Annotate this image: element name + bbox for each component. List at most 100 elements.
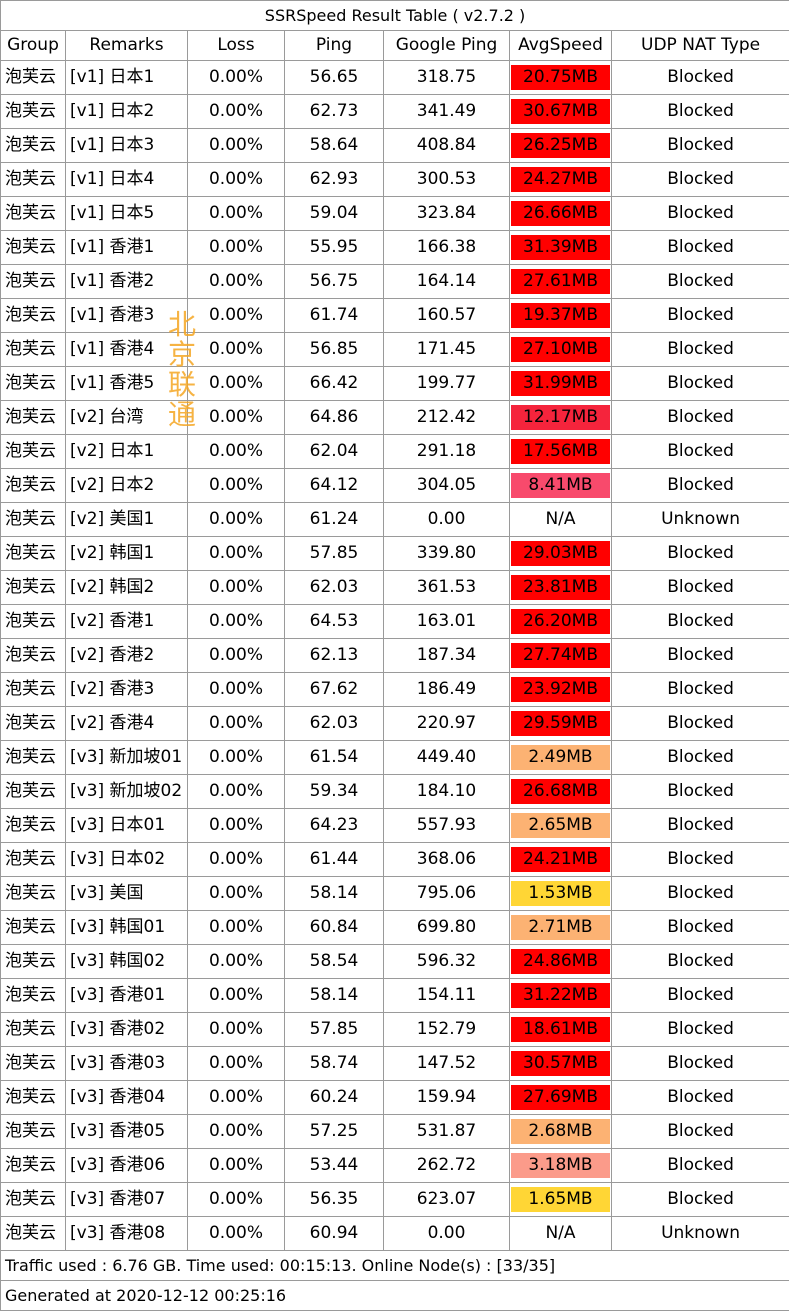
udp-nat-type-cell: Blocked — [612, 571, 789, 605]
ping-cell: 60.24 — [285, 1081, 384, 1115]
avg-speed-value: 26.66MB — [511, 201, 610, 226]
remarks-cell: [v3] 日本02 — [66, 843, 188, 877]
avg-speed-value: 1.65MB — [511, 1187, 610, 1212]
loss-cell: 0.00% — [188, 639, 285, 673]
loss-cell: 0.00% — [188, 231, 285, 265]
avg-speed-value: 12.17MB — [511, 405, 610, 430]
loss-cell: 0.00% — [188, 1115, 285, 1149]
group-cell: 泡芙云 — [1, 61, 66, 95]
avg-speed-value: 27.74MB — [511, 643, 610, 668]
avg-speed-cell: 24.21MB — [510, 843, 612, 877]
ping-cell: 62.93 — [285, 163, 384, 197]
remarks-cell: [v1] 日本3 — [66, 129, 188, 163]
avg-speed-value: 20.75MB — [511, 65, 610, 90]
avg-speed-value: 2.71MB — [511, 915, 610, 940]
avg-speed-value: 23.81MB — [511, 575, 610, 600]
remarks-cell: [v3] 美国 — [66, 877, 188, 911]
ping-cell: 56.65 — [285, 61, 384, 95]
group-cell: 泡芙云 — [1, 1217, 66, 1251]
remarks-cell: [v3] 日本01 — [66, 809, 188, 843]
loss-cell: 0.00% — [188, 741, 285, 775]
group-cell: 泡芙云 — [1, 163, 66, 197]
remarks-cell: [v2] 韩国1 — [66, 537, 188, 571]
google-ping-cell: 596.32 — [384, 945, 510, 979]
avg-speed-value: 31.99MB — [511, 371, 610, 396]
google-ping-cell: 300.53 — [384, 163, 510, 197]
ping-cell: 55.95 — [285, 231, 384, 265]
loss-cell: 0.00% — [188, 775, 285, 809]
avg-speed-value: 31.22MB — [511, 983, 610, 1008]
avg-speed-cell: 2.49MB — [510, 741, 612, 775]
google-ping-cell: 449.40 — [384, 741, 510, 775]
watermark-char: 北 — [165, 310, 199, 340]
group-cell: 泡芙云 — [1, 741, 66, 775]
google-ping-cell: 163.01 — [384, 605, 510, 639]
google-ping-cell: 368.06 — [384, 843, 510, 877]
ping-cell: 61.24 — [285, 503, 384, 537]
udp-nat-type-cell: Blocked — [612, 1183, 789, 1217]
google-ping-cell: 531.87 — [384, 1115, 510, 1149]
udp-nat-type-cell: Unknown — [612, 503, 789, 537]
udp-nat-type-cell: Blocked — [612, 333, 789, 367]
avg-speed-value: 23.92MB — [511, 677, 610, 702]
ping-cell: 62.13 — [285, 639, 384, 673]
ping-cell: 61.44 — [285, 843, 384, 877]
loss-cell: 0.00% — [188, 979, 285, 1013]
udp-nat-type-cell: Blocked — [612, 367, 789, 401]
loss-cell: 0.00% — [188, 1081, 285, 1115]
loss-cell: 0.00% — [188, 1013, 285, 1047]
avg-speed-cell: 26.20MB — [510, 605, 612, 639]
loss-cell: 0.00% — [188, 503, 285, 537]
loss-cell: 0.00% — [188, 299, 285, 333]
google-ping-cell: 699.80 — [384, 911, 510, 945]
loss-cell: 0.00% — [188, 1217, 285, 1251]
ping-cell: 64.12 — [285, 469, 384, 503]
udp-nat-type-cell: Blocked — [612, 197, 789, 231]
watermark-char: 联 — [165, 370, 199, 400]
avg-speed-cell: 24.27MB — [510, 163, 612, 197]
loss-cell: 0.00% — [188, 673, 285, 707]
remarks-cell: [v2] 香港4 — [66, 707, 188, 741]
avg-speed-cell: 29.03MB — [510, 537, 612, 571]
avg-speed-value: 24.86MB — [511, 949, 610, 974]
loss-cell: 0.00% — [188, 95, 285, 129]
udp-nat-type-cell: Blocked — [612, 775, 789, 809]
udp-nat-type-cell: Blocked — [612, 809, 789, 843]
group-cell: 泡芙云 — [1, 1115, 66, 1149]
ping-cell: 56.85 — [285, 333, 384, 367]
loss-cell: 0.00% — [188, 1183, 285, 1217]
google-ping-cell: 166.38 — [384, 231, 510, 265]
google-ping-cell: 187.34 — [384, 639, 510, 673]
avg-speed-value: 24.21MB — [511, 847, 610, 872]
avg-speed-value: 26.68MB — [511, 779, 610, 804]
avg-speed-cell: 2.68MB — [510, 1115, 612, 1149]
loss-cell: 0.00% — [188, 537, 285, 571]
ping-cell: 60.94 — [285, 1217, 384, 1251]
udp-nat-type-cell: Blocked — [612, 639, 789, 673]
avg-speed-value: 29.03MB — [511, 541, 610, 566]
group-cell: 泡芙云 — [1, 1183, 66, 1217]
ping-cell: 62.03 — [285, 707, 384, 741]
udp-nat-type-cell: Blocked — [612, 945, 789, 979]
group-cell: 泡芙云 — [1, 843, 66, 877]
avg-speed-cell: 26.25MB — [510, 129, 612, 163]
avg-speed-cell: 12.17MB — [510, 401, 612, 435]
avg-speed-value: 27.10MB — [511, 337, 610, 362]
column-header-avg-speed: AvgSpeed — [510, 31, 612, 61]
google-ping-cell: 304.05 — [384, 469, 510, 503]
